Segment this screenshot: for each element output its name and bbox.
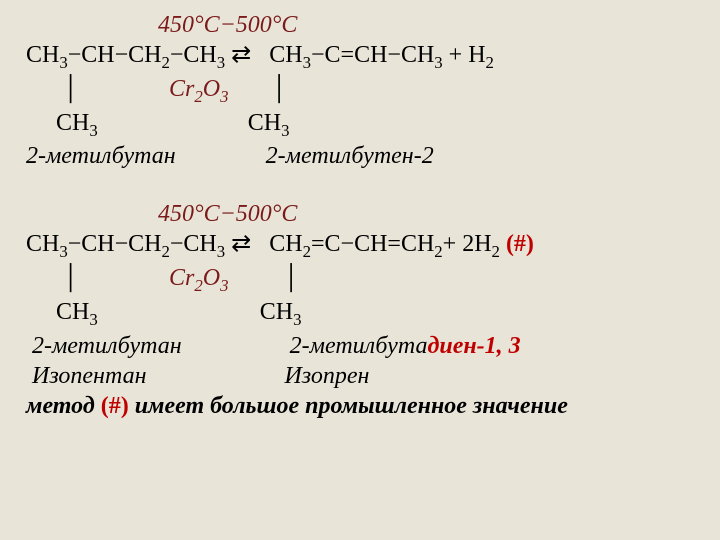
r2-branch-line: CH3 CH3: [20, 297, 700, 331]
r2-right-name-red: диен-1, 3: [427, 333, 520, 359]
r2-main-line: CH3−CH−CH2−CH3 ⇄ CH2=C−CH=CH2+ 2H2 (#): [20, 229, 700, 263]
r1-temp: 450°С−500°С: [158, 12, 297, 38]
r1-branch-line: CH3 CH3: [20, 108, 700, 142]
r1-cond-top: 450°С−500°С: [20, 10, 700, 40]
r1-names: 2-метилбутан 2-метилбутен-2: [20, 141, 700, 171]
r2-catalyst: Cr2O3: [169, 265, 228, 291]
r2-right-name-pre: 2-метилбута: [290, 333, 428, 359]
r2-right-name2: Изопрен: [284, 363, 369, 389]
r2-left-name: 2-метилбутан: [32, 333, 182, 359]
r2-bond-line: │ Cr2O3 │: [20, 263, 700, 297]
equilibrium-arrow-icon: ⇄: [231, 231, 251, 257]
r2-temp: 450°С−500°С: [158, 201, 297, 227]
slide-content: 450°С−500°С CH3−CH−CH2−CH3 ⇄ CH3−C=CH−CH…: [0, 0, 720, 459]
r1-bond-line: │ Cr2O3 │: [20, 74, 700, 108]
footer-post: имеет большое промышленное значение: [129, 393, 568, 419]
r2-cond-top: 450°С−500°С: [20, 199, 700, 229]
footer-marker: (#): [101, 393, 129, 419]
r1-main-line: CH3−CH−CH2−CH3 ⇄ CH3−C=CH−CH3 + H2: [20, 40, 700, 74]
footer-line: метод (#) имеет большое промышленное зна…: [20, 391, 700, 421]
r1-right-name: 2-метилбутен-2: [266, 143, 434, 169]
r2-names-2: Изопентан Изопрен: [20, 361, 700, 391]
r1-left-name: 2-метилбутан: [26, 143, 176, 169]
equilibrium-arrow-icon: ⇄: [231, 42, 251, 68]
r1-catalyst: Cr2O3: [169, 76, 228, 102]
r2-names-1: 2-метилбутан 2-метилбутадиен-1, 3: [20, 331, 700, 361]
footer-pre: метод: [26, 393, 101, 419]
r2-left-name2: Изопентан: [32, 363, 146, 389]
reaction-2: 450°С−500°С CH3−CH−CH2−CH3 ⇄ CH2=C−CH=CH…: [20, 199, 700, 420]
r2-marker: (#): [506, 231, 534, 257]
reaction-1: 450°С−500°С CH3−CH−CH2−CH3 ⇄ CH3−C=CH−CH…: [20, 10, 700, 171]
